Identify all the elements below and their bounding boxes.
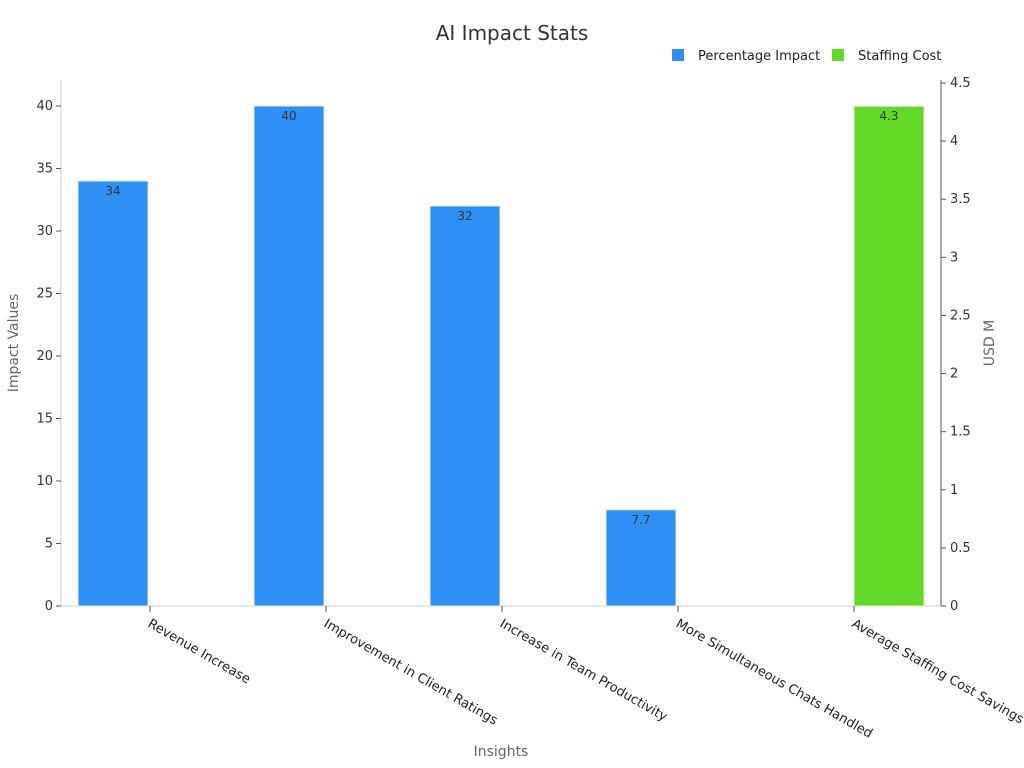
y2-tick-label: 2.5 <box>950 308 971 323</box>
chart-title: AI Impact Stats <box>436 21 589 45</box>
bars: 34 40 32 7.7 4.3 <box>77 105 925 607</box>
bar-data-label: 4.3 <box>879 109 898 123</box>
bar-data-label: 32 <box>457 209 472 223</box>
bar[interactable] <box>853 105 925 607</box>
legend-label-percentage-impact: Percentage Impact <box>698 49 820 64</box>
y2-tick-label: 0 <box>950 599 958 614</box>
y2-tick-label: 2 <box>950 367 958 382</box>
bar[interactable] <box>253 105 325 607</box>
y2-tick-label: 0.5 <box>950 541 971 556</box>
y-tick-label: 20 <box>36 349 53 364</box>
y-tick-label: 5 <box>45 537 53 552</box>
x-axis-categories: Revenue Increase Improvement in Client Ra… <box>145 606 1024 742</box>
y-tick-label: 35 <box>36 162 53 177</box>
bar[interactable] <box>429 205 501 607</box>
legend-swatch-percentage-impact <box>672 49 684 61</box>
y2-tick-label: 4 <box>950 134 958 149</box>
legend-item-percentage-impact[interactable]: Percentage Impact <box>672 49 820 64</box>
y2-tick-label: 3 <box>950 250 958 265</box>
legend-item-staffing-cost[interactable]: Staffing Cost <box>832 49 941 64</box>
y-axis-right-ticks: 0 0.5 1 1.5 2 2.5 3 3.5 4 4.5 <box>941 76 971 614</box>
bar[interactable] <box>77 180 149 607</box>
legend-swatch-staffing-cost <box>832 49 844 61</box>
x-tick-label: Average Staffing Cost Savings <box>849 616 1024 727</box>
y-tick-label: 25 <box>36 287 53 302</box>
x-tick-label: Improvement in Client Ratings <box>321 616 500 728</box>
y-tick-label: 0 <box>45 599 53 614</box>
y-tick-label: 15 <box>36 412 53 427</box>
y-axis-right-title: USD M <box>982 320 998 366</box>
y-axis-left-ticks: 0 5 10 15 20 25 30 35 40 <box>36 99 61 614</box>
y-tick-label: 10 <box>36 474 53 489</box>
y-tick-label: 30 <box>36 224 53 239</box>
bar[interactable] <box>605 509 677 607</box>
bar-data-label: 40 <box>281 109 296 123</box>
x-tick-label: Increase in Team Productivity <box>497 616 670 724</box>
bar-data-label: 7.7 <box>631 513 650 527</box>
y2-tick-label: 1.5 <box>950 425 971 440</box>
x-axis-title: Insights <box>474 744 529 760</box>
legend-label-staffing-cost: Staffing Cost <box>858 49 941 64</box>
y2-tick-label: 3.5 <box>950 192 971 207</box>
y-axis-left-title: Impact Values <box>6 294 22 393</box>
legend: Percentage Impact Staffing Cost <box>672 49 941 64</box>
x-tick-label: More Simultaneous Chats Handled <box>673 616 875 741</box>
y2-tick-label: 1 <box>950 483 958 498</box>
x-tick-label: Revenue Increase <box>145 616 253 687</box>
y-tick-label: 40 <box>36 99 53 114</box>
bar-data-label: 34 <box>105 184 120 198</box>
y2-tick-label: 4.5 <box>950 76 971 91</box>
